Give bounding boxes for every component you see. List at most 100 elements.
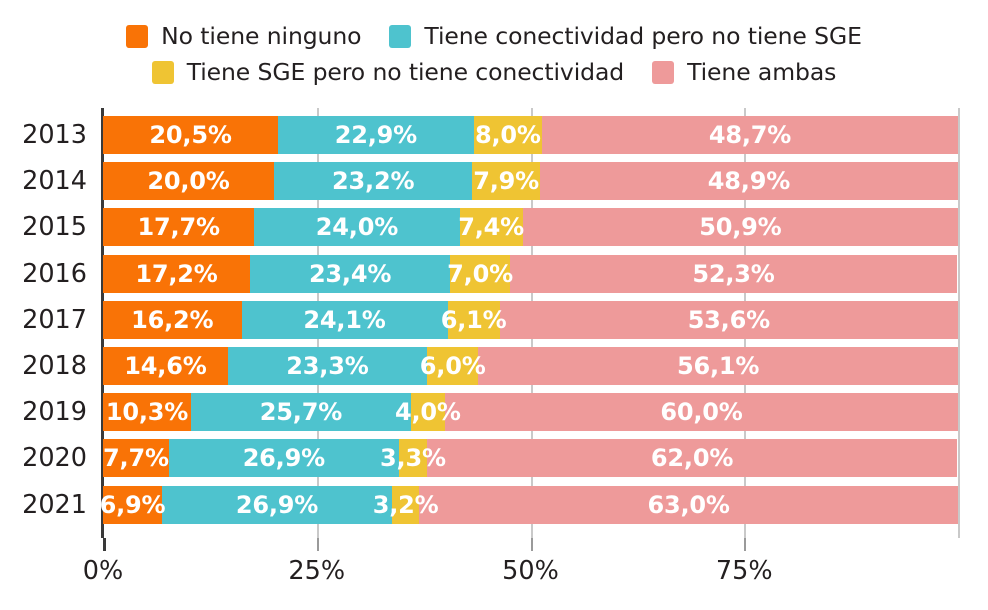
bar-segment[interactable]: 23,3% bbox=[227, 347, 428, 385]
y-axis-label-2019: 2019 bbox=[22, 397, 87, 428]
bar-segment[interactable]: 25,7% bbox=[191, 393, 411, 432]
bar-segment-value-label: 20,0% bbox=[147, 167, 230, 196]
x-axis-tick-75 bbox=[744, 538, 747, 551]
legend-item-tiene-sge[interactable]: Tiene SGE pero no tiene conectividad bbox=[151, 58, 625, 86]
bar-row: 16,2% 24,1% 6,1% 53,6% bbox=[103, 300, 958, 339]
bar-row: 10,3% 25,7% 4,0% 60,0% bbox=[103, 393, 958, 432]
bar-segment-value-label: 48,7% bbox=[708, 121, 792, 149]
y-axis-label-2020: 2020 bbox=[22, 443, 87, 474]
bar-row: 7,7% 26,9% 3,3% 62,0% bbox=[103, 439, 958, 478]
bar-segment-value-label: 23,4% bbox=[308, 259, 392, 288]
bar-segment-value-label: 7,4% bbox=[458, 213, 525, 242]
bar-segment-value-label: 26,9% bbox=[235, 490, 319, 519]
y-axis-label-2013: 2013 bbox=[22, 120, 87, 150]
bar-segment-value-label: 7,0% bbox=[447, 259, 513, 288]
bar-segment[interactable]: 24,0% bbox=[254, 208, 460, 247]
bar-segment-value-label: 16,2% bbox=[131, 305, 214, 334]
bar-segment[interactable]: 14,6% bbox=[103, 347, 228, 385]
bar-segment[interactable]: 16,2% bbox=[103, 300, 242, 339]
bar-segment-value-label: 20,5% bbox=[149, 121, 232, 149]
legend-swatch-icon-1 bbox=[389, 24, 412, 48]
bar-segment-value-label: 4,0% bbox=[395, 398, 461, 427]
bar-segment-value-label: 8,0% bbox=[474, 121, 541, 149]
bar-segment[interactable]: 8,0% bbox=[473, 116, 543, 154]
bar-segment-value-label: 23,3% bbox=[286, 352, 369, 380]
bar-row: 20,5% 22,9% 8,0% 48,7% bbox=[103, 116, 958, 154]
bar-segment-value-label: 17,7% bbox=[137, 213, 220, 242]
x-axis-tick-0 bbox=[103, 538, 106, 551]
y-axis-label-2021: 2021 bbox=[22, 489, 87, 520]
bar-row: 14,6% 23,3% 6,0% 56,1% bbox=[103, 347, 958, 385]
bar-segment-value-label: 6,0% bbox=[419, 352, 486, 380]
bar-segment[interactable]: 7,9% bbox=[472, 162, 540, 201]
bar-segment[interactable]: 17,7% bbox=[103, 208, 255, 247]
bar-segment[interactable]: 50,9% bbox=[522, 208, 958, 247]
bar-segment[interactable]: 3,2% bbox=[373, 485, 439, 524]
bar-segment[interactable]: 20,0% bbox=[103, 162, 274, 201]
legend-label-2: Tiene SGE pero no tiene conectividad bbox=[186, 58, 625, 86]
bar-segment-value-label: 10,3% bbox=[105, 398, 189, 427]
bar-segment-value-label: 24,1% bbox=[303, 305, 386, 334]
x-axis: 0% 25% 50% 75% bbox=[83, 538, 958, 598]
legend-item-tiene-conectividad[interactable]: Tiene conectividad pero no tiene SGE bbox=[389, 22, 862, 50]
bar-segment-value-label: 6,9% bbox=[99, 490, 166, 519]
bar-segment[interactable]: 23,2% bbox=[274, 162, 473, 201]
bar-segment[interactable]: 7,7% bbox=[103, 439, 169, 478]
x-axis-tick-label-0: 0% bbox=[82, 556, 124, 586]
bar-segment[interactable]: 6,0% bbox=[420, 347, 486, 385]
bar-segment-value-label: 6,1% bbox=[440, 305, 507, 334]
bar-segment[interactable]: 4,0% bbox=[395, 393, 461, 432]
bar-segment-value-label: 3,2% bbox=[372, 490, 439, 519]
bar-segment[interactable]: 10,3% bbox=[103, 393, 192, 432]
legend-row-top: No tiene ninguno Tiene conectividad pero… bbox=[0, 18, 988, 54]
bar-segment[interactable]: 52,3% bbox=[509, 254, 958, 293]
bar-segment-value-label: 48,9% bbox=[707, 167, 791, 196]
legend-label-3: Tiene ambas bbox=[687, 58, 837, 86]
bar-row: 17,7% 24,0% 7,4% 50,9% bbox=[103, 208, 958, 247]
bar-segment-value-label: 3,3% bbox=[380, 444, 446, 473]
bar-segment-value-label: 56,1% bbox=[677, 352, 760, 380]
bar-segment[interactable]: 23,4% bbox=[250, 254, 451, 293]
bar-segment[interactable]: 53,6% bbox=[499, 300, 958, 339]
legend-item-no-tiene-ninguno[interactable]: No tiene ninguno bbox=[126, 22, 362, 50]
bar-segment[interactable]: 63,0% bbox=[419, 485, 958, 524]
bar-segment-value-label: 26,9% bbox=[242, 444, 325, 473]
bar-segment[interactable]: 3,3% bbox=[380, 439, 446, 478]
x-axis-tick-label-25: 25% bbox=[288, 556, 346, 586]
y-axis-label-2016: 2016 bbox=[22, 258, 87, 289]
bar-segment[interactable]: 7,4% bbox=[458, 208, 525, 247]
bar-segment[interactable]: 6,9% bbox=[100, 485, 166, 524]
plot-area: 20,5% 22,9% 8,0% 48,7% 20,0% 23,2% 7,9% 48,9% 17… bbox=[100, 108, 960, 538]
bar-segment-value-label: 62,0% bbox=[650, 444, 734, 473]
x-axis-tick-50 bbox=[530, 538, 533, 551]
bar-segment[interactable]: 26,9% bbox=[161, 485, 392, 524]
bar-segment[interactable]: 7,0% bbox=[447, 254, 513, 293]
x-axis-tick-label-75: 75% bbox=[715, 556, 773, 586]
bar-segment-value-label: 63,0% bbox=[647, 490, 730, 519]
bar-segment[interactable]: 17,2% bbox=[103, 254, 251, 293]
bar-segment[interactable]: 22,9% bbox=[278, 116, 474, 154]
bar-segment[interactable]: 56,1% bbox=[478, 347, 958, 385]
bar-segment[interactable]: 6,1% bbox=[441, 300, 507, 339]
bar-segment[interactable]: 48,7% bbox=[542, 116, 958, 154]
x-axis-tick-label-50: 50% bbox=[502, 556, 559, 586]
y-axis-label-2015: 2015 bbox=[22, 212, 87, 243]
bar-row: 20,0% 23,2% 7,9% 48,9% bbox=[103, 162, 958, 201]
legend-row-bottom: Tiene SGE pero no tiene conectividad Tie… bbox=[0, 54, 988, 90]
x-axis-tick-25 bbox=[316, 538, 319, 551]
bar-segment[interactable]: 62,0% bbox=[427, 439, 958, 478]
bar-segment[interactable]: 24,1% bbox=[241, 300, 448, 339]
legend-item-tiene-ambas[interactable]: Tiene ambas bbox=[652, 58, 836, 86]
bar-rows: 20,5% 22,9% 8,0% 48,7% 20,0% 23,2% 7,9% 48,9% 17… bbox=[100, 108, 958, 538]
bar-segment[interactable]: 26,9% bbox=[168, 439, 399, 478]
bar-segment[interactable]: 20,5% bbox=[103, 116, 279, 154]
y-axis-category-labels: 2013 2014 2015 2016 2017 2018 2019 2020 2021 bbox=[0, 108, 95, 538]
y-axis-label-2018: 2018 bbox=[22, 351, 87, 381]
legend-swatch-icon-3 bbox=[652, 60, 675, 84]
bar-segment-value-label: 7,9% bbox=[473, 167, 539, 196]
y-axis-label-2017: 2017 bbox=[22, 304, 87, 335]
bar-segment-value-label: 22,9% bbox=[334, 121, 418, 149]
bar-segment[interactable]: 48,9% bbox=[539, 162, 958, 201]
bar-segment[interactable]: 60,0% bbox=[444, 393, 958, 432]
